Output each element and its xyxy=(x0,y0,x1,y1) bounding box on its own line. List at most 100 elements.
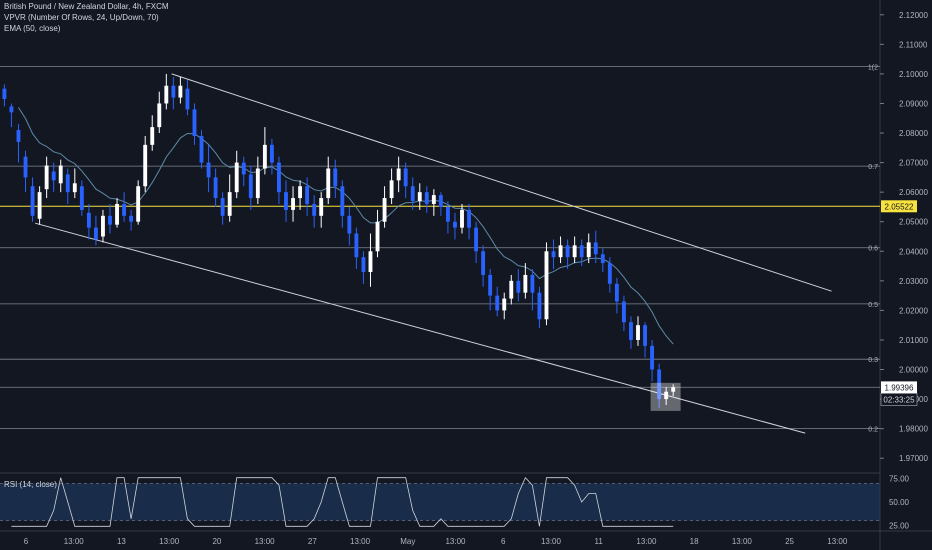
candle xyxy=(30,177,35,222)
rsi-legend[interactable]: RSI (14, close) xyxy=(4,480,57,489)
candle-body xyxy=(298,186,303,199)
candle xyxy=(51,162,56,193)
rsi-tick-label: 75.00 xyxy=(889,475,910,484)
candle-body xyxy=(467,209,471,228)
price-tick-label: 2.06000 xyxy=(899,188,928,197)
candle-body xyxy=(558,245,563,258)
time-tick-label: 13:00 xyxy=(636,537,657,546)
candle xyxy=(305,177,310,216)
candle-body xyxy=(269,144,274,163)
candle xyxy=(164,73,169,110)
candle xyxy=(565,239,570,270)
candle xyxy=(143,135,148,193)
candle xyxy=(157,91,162,134)
price-axis[interactable]: 2.12000 2.11000 2.10000 2.09000 2.08000 2.070… xyxy=(880,11,928,463)
fib-label: 0.2 xyxy=(868,427,878,434)
candle xyxy=(403,162,408,199)
candle xyxy=(375,209,380,258)
candle-body xyxy=(403,168,408,187)
candle xyxy=(438,192,443,216)
ema-polyline xyxy=(18,107,674,345)
candle-body xyxy=(488,274,493,296)
candle xyxy=(122,192,127,222)
candle xyxy=(417,183,422,210)
candle xyxy=(516,269,521,302)
candle xyxy=(255,156,260,204)
candle xyxy=(481,245,486,287)
candle xyxy=(199,130,204,169)
candle-body xyxy=(72,183,77,193)
candle-body xyxy=(23,156,28,178)
price-tick-label: 2.10000 xyxy=(899,70,928,79)
candle-body xyxy=(453,221,457,228)
candle xyxy=(650,339,655,382)
candle xyxy=(410,177,415,210)
time-tick-label: 20 xyxy=(212,537,221,546)
candles xyxy=(2,73,681,411)
time-tick-label: 6 xyxy=(501,537,506,546)
channel-upper-line xyxy=(171,73,832,292)
candle xyxy=(474,221,479,264)
highlight-price-tag xyxy=(881,200,917,213)
candle-body xyxy=(382,198,387,222)
candle-body xyxy=(354,233,359,258)
candle xyxy=(488,269,493,311)
candle xyxy=(136,180,141,225)
time-tick-label: 13:00 xyxy=(827,537,848,546)
candle xyxy=(326,156,331,204)
candle-body xyxy=(143,144,148,187)
time-tick-label: 13:00 xyxy=(541,537,562,546)
candle xyxy=(129,209,134,231)
candle xyxy=(93,215,98,246)
candle-body xyxy=(206,162,211,178)
countdown-label: 02:33:25 xyxy=(883,395,915,404)
candle-body xyxy=(537,292,542,320)
candle-body xyxy=(586,242,591,258)
candle-body xyxy=(509,280,514,299)
candle-body xyxy=(79,186,84,210)
candle xyxy=(44,156,49,199)
candle xyxy=(108,203,112,234)
candle xyxy=(657,363,662,408)
candle-body xyxy=(375,221,380,252)
ema-line xyxy=(18,107,674,345)
candle-body xyxy=(593,242,598,255)
candle-body xyxy=(44,165,49,190)
candle-body xyxy=(185,88,190,110)
fib-label: 0.6 xyxy=(868,246,878,253)
candle xyxy=(664,387,669,406)
candle-body xyxy=(213,177,218,199)
candle xyxy=(192,103,197,145)
candle-body xyxy=(572,245,577,258)
candle-body xyxy=(277,162,281,193)
candle-body xyxy=(650,345,655,370)
candle-body xyxy=(312,203,317,216)
candle-body xyxy=(460,209,464,228)
candle-body xyxy=(178,85,183,98)
candle-body xyxy=(284,192,288,210)
time-tick-label: 13:00 xyxy=(350,537,371,546)
candle-body xyxy=(122,203,127,216)
ema-legend[interactable]: EMA (50, close) xyxy=(4,24,61,33)
price-tick-label: 2.07000 xyxy=(899,159,928,168)
candle xyxy=(431,189,436,216)
candle xyxy=(579,239,584,267)
candle xyxy=(453,212,457,240)
candle-body xyxy=(551,251,556,258)
candle xyxy=(185,79,190,116)
candle-body xyxy=(389,180,394,199)
candle-body xyxy=(340,186,345,216)
rsi-tick-label: 25.00 xyxy=(889,521,910,530)
time-axis[interactable]: 6 13:00 13 13:00 20 13:00 27 13:00 May 13:00 6 13:0… xyxy=(24,537,848,546)
channel-lines xyxy=(35,73,832,434)
price-tick-label: 2.11000 xyxy=(899,40,928,49)
vpvr-legend[interactable]: VPVR (Number Of Rows, 24, Up/Down, 70) xyxy=(4,13,159,22)
highlight-price-label: 2.05522 xyxy=(885,202,914,211)
candle-body xyxy=(115,203,119,225)
candle-body xyxy=(58,165,63,184)
candle-body xyxy=(481,251,486,275)
candle xyxy=(629,316,633,349)
symbol-legend[interactable]: British Pound / New Zealand Dollar, 4h, … xyxy=(4,2,169,11)
price-tick-label: 2.05000 xyxy=(899,218,928,227)
